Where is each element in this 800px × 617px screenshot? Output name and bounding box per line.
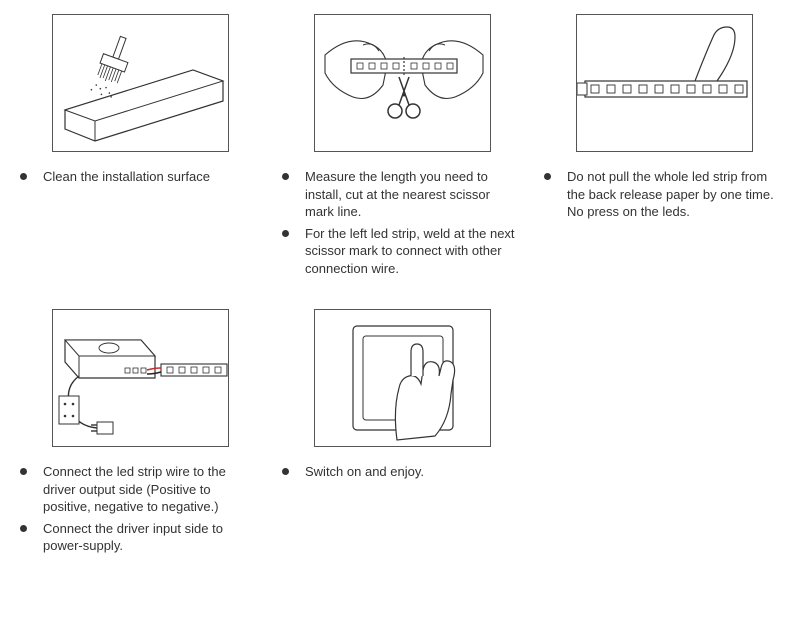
step-2-text-1: Measure the length you need to install, … xyxy=(305,168,522,221)
step-5-notes: Switch on and enjoy. xyxy=(282,463,522,485)
bullet-icon xyxy=(544,173,551,180)
step-4-note-2: Connect the driver input side to power-s… xyxy=(20,520,260,555)
step-1-note-1: Clean the installation surface xyxy=(20,168,260,186)
step-1-text-1: Clean the installation surface xyxy=(43,168,260,186)
step-4-text-2: Connect the driver input side to power-s… xyxy=(43,520,260,555)
step-3-illustration xyxy=(576,14,753,152)
step-4-notes: Connect the led strip wire to the driver… xyxy=(20,463,260,559)
step-4-text-1: Connect the led strip wire to the driver… xyxy=(43,463,260,516)
step-3-note-1: Do not pull the whole led strip from the… xyxy=(544,168,784,221)
step-2-illustration xyxy=(314,14,491,152)
bullet-icon xyxy=(282,468,289,475)
empty-cell xyxy=(544,309,784,559)
step-1-illustration xyxy=(52,14,229,152)
step-3-text-1: Do not pull the whole led strip from the… xyxy=(567,168,784,221)
step-2: Measure the length you need to install, … xyxy=(282,14,522,281)
step-4: Connect the led strip wire to the driver… xyxy=(20,309,260,559)
step-3-notes: Do not pull the whole led strip from the… xyxy=(544,168,784,225)
bullet-icon xyxy=(282,173,289,180)
step-5-note-1: Switch on and enjoy. xyxy=(282,463,522,481)
bullet-icon xyxy=(20,525,27,532)
bullet-icon xyxy=(282,230,289,237)
step-4-illustration xyxy=(52,309,229,447)
bullet-icon xyxy=(20,468,27,475)
step-4-note-1: Connect the led strip wire to the driver… xyxy=(20,463,260,516)
step-3: Do not pull the whole led strip from the… xyxy=(544,14,784,281)
instructions-grid: Clean the installation surface xyxy=(20,14,780,559)
bullet-icon xyxy=(20,173,27,180)
step-5: Switch on and enjoy. xyxy=(282,309,522,559)
step-2-note-1: Measure the length you need to install, … xyxy=(282,168,522,221)
step-5-illustration xyxy=(314,309,491,447)
step-1-notes: Clean the installation surface xyxy=(20,168,260,190)
step-2-note-2: For the left led strip, weld at the next… xyxy=(282,225,522,278)
step-2-notes: Measure the length you need to install, … xyxy=(282,168,522,281)
step-2-text-2: For the left led strip, weld at the next… xyxy=(305,225,522,278)
step-1: Clean the installation surface xyxy=(20,14,260,281)
step-5-text-1: Switch on and enjoy. xyxy=(305,463,522,481)
